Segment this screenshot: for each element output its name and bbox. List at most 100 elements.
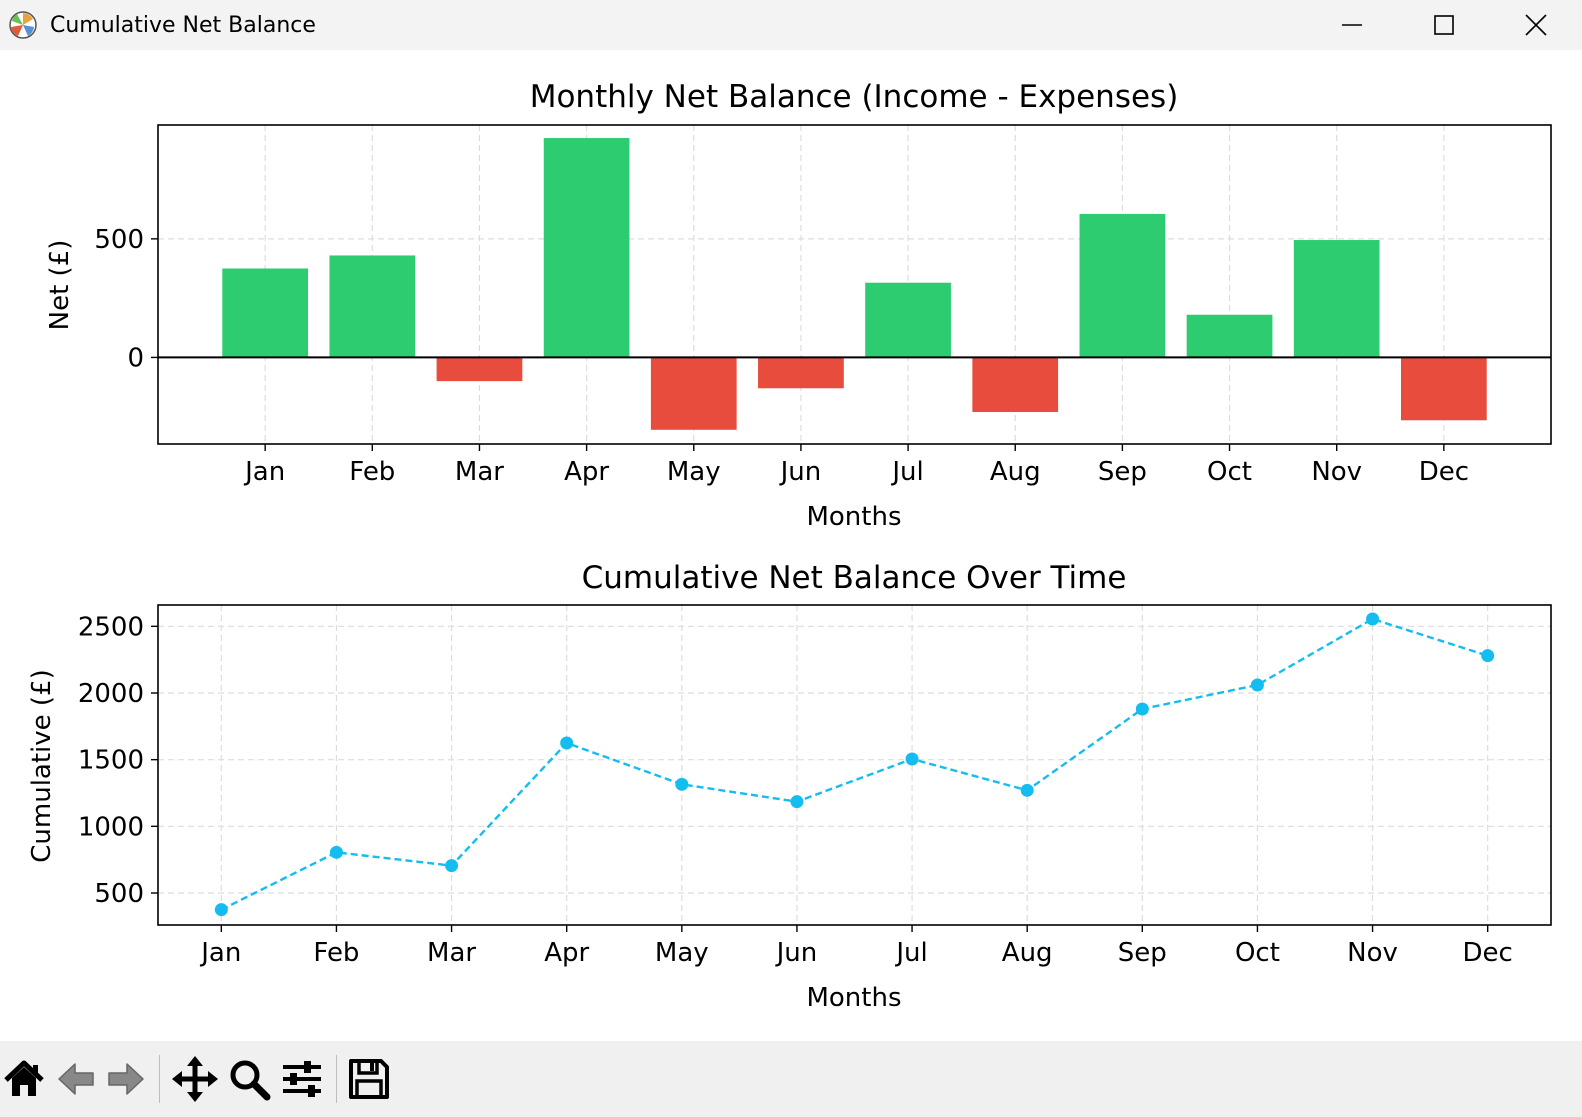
title-bar: Cumulative Net Balance xyxy=(0,0,1582,50)
pan-button[interactable] xyxy=(170,1053,220,1105)
forward-arrow-icon xyxy=(108,1063,144,1095)
line-chart-series xyxy=(214,612,1495,917)
bar xyxy=(1400,357,1487,421)
bar-chart-axes: Monthly Net Balance (Income - Expenses) … xyxy=(45,79,1552,532)
data-point-marker xyxy=(329,845,343,859)
data-point-marker xyxy=(1481,649,1495,663)
bar-chart-xtick-label: Oct xyxy=(1207,457,1252,487)
bar-chart-xtick-label: Jun xyxy=(779,457,822,487)
configure-subplots-button[interactable] xyxy=(279,1053,325,1105)
line-chart-xtick-label: Feb xyxy=(313,938,359,968)
maximize-button[interactable] xyxy=(1398,0,1490,50)
line-chart-ticks: Jan Feb Mar Apr May Jun Jul Aug Sep Oct Nov Dec 500 1… xyxy=(78,612,1513,968)
forward-button[interactable] xyxy=(104,1053,148,1105)
data-point-marker xyxy=(675,777,689,791)
line-chart-ylabel: Cumulative (£) xyxy=(27,669,57,863)
line-chart-xtick-label: May xyxy=(655,938,709,968)
bar xyxy=(222,268,309,358)
toolbar-separator xyxy=(336,1055,337,1103)
line-chart-xtick-label: Apr xyxy=(544,938,589,968)
toolbar-separator xyxy=(159,1055,160,1103)
bar-chart-xtick-label: Dec xyxy=(1419,457,1469,487)
close-icon xyxy=(1525,14,1547,36)
line-chart-title: Cumulative Net Balance Over Time xyxy=(582,560,1127,596)
bar-chart-title: Monthly Net Balance (Income - Expenses) xyxy=(530,79,1179,115)
cumulative-line xyxy=(220,617,1489,911)
data-point-marker xyxy=(560,736,574,750)
line-chart-xtick-label: Jul xyxy=(894,938,927,968)
save-icon xyxy=(349,1059,389,1099)
bar xyxy=(865,282,951,358)
configure-subplots-icon xyxy=(283,1061,321,1097)
line-chart-xtick-label: Mar xyxy=(427,938,476,968)
line-chart-xtick-label: Oct xyxy=(1235,938,1280,968)
bar-chart-xtick-label: Jan xyxy=(243,457,285,487)
line-chart-axes: Cumulative Net Balance Over Time Months … xyxy=(27,560,1552,1013)
window-title: Cumulative Net Balance xyxy=(50,12,316,38)
data-point-marker xyxy=(1366,612,1380,626)
bar-chart-xtick-label: Feb xyxy=(349,457,395,487)
bar-chart-xtick-label: Aug xyxy=(990,457,1041,487)
bar-chart-xtick-label: Mar xyxy=(455,457,504,487)
line-chart-ytick-label: 1500 xyxy=(78,746,144,776)
home-button[interactable] xyxy=(2,1053,46,1105)
line-chart-xtick-label: Sep xyxy=(1118,938,1167,968)
window-controls xyxy=(1306,0,1582,50)
data-point-marker xyxy=(1250,678,1264,692)
minimize-button[interactable] xyxy=(1306,0,1398,50)
line-chart-ytick-label: 500 xyxy=(94,879,144,909)
bar-chart-frame xyxy=(157,124,1552,445)
bar-chart-ylabel: Net (£) xyxy=(45,240,75,331)
bar xyxy=(543,138,630,358)
line-chart-frame xyxy=(157,604,1552,926)
data-point-marker xyxy=(1135,702,1149,716)
figure-canvas[interactable]: Monthly Net Balance (Income - Expenses) … xyxy=(0,50,1582,1041)
matplotlib-logo-icon xyxy=(9,11,37,39)
bar-chart-xtick-label: Sep xyxy=(1098,457,1147,487)
navigation-toolbar xyxy=(0,1041,1582,1117)
line-chart-xtick-label: Aug xyxy=(1002,938,1053,968)
bar-chart-xtick-label: May xyxy=(667,457,721,487)
bar-chart-xlabel: Months xyxy=(806,502,901,532)
bar-chart-bars xyxy=(158,138,1551,430)
bar-chart-xtick-label: Nov xyxy=(1311,457,1362,487)
line-chart-ytick-label: 2000 xyxy=(78,679,144,709)
bar-chart-ytick-label: 0 xyxy=(127,343,144,373)
bar xyxy=(1079,213,1166,358)
back-button[interactable] xyxy=(54,1053,98,1105)
bar-chart-ticks: Jan Feb Mar Apr May Jun Jul Aug Sep Oct Nov Dec 0 500 xyxy=(94,225,1469,487)
data-point-marker xyxy=(905,752,919,766)
bar xyxy=(1293,240,1380,358)
data-point-marker xyxy=(790,795,804,809)
pan-icon xyxy=(172,1056,218,1102)
save-button[interactable] xyxy=(346,1053,392,1105)
close-button[interactable] xyxy=(1490,0,1582,50)
data-point-marker xyxy=(1020,783,1034,797)
line-chart-xlabel: Months xyxy=(806,983,901,1013)
bar xyxy=(758,357,844,389)
data-point-marker xyxy=(214,903,228,917)
minimize-icon xyxy=(1342,24,1362,26)
bar xyxy=(972,357,1059,412)
figure: Monthly Net Balance (Income - Expenses) … xyxy=(27,79,1552,1013)
line-chart-xtick-label: Jun xyxy=(775,938,818,968)
zoom-icon xyxy=(230,1060,271,1101)
bar-chart-xtick-label: Apr xyxy=(564,457,609,487)
line-chart-ytick-label: 1000 xyxy=(78,812,144,842)
bar xyxy=(436,357,523,382)
line-chart-xtick-label: Nov xyxy=(1347,938,1398,968)
data-point-marker xyxy=(445,859,459,873)
bar xyxy=(329,255,416,358)
line-chart-ytick-label: 2500 xyxy=(78,612,144,642)
back-arrow-icon xyxy=(58,1063,94,1095)
line-chart-xtick-label: Jan xyxy=(199,938,241,968)
line-chart-xtick-label: Dec xyxy=(1463,938,1513,968)
bar xyxy=(650,357,737,430)
bar xyxy=(1186,314,1273,358)
bar-chart-xtick-label: Jul xyxy=(890,457,923,487)
line-chart-grid xyxy=(158,605,1551,925)
bar-chart-ytick-label: 500 xyxy=(94,225,144,255)
home-icon xyxy=(4,1060,44,1096)
zoom-button[interactable] xyxy=(226,1053,272,1105)
